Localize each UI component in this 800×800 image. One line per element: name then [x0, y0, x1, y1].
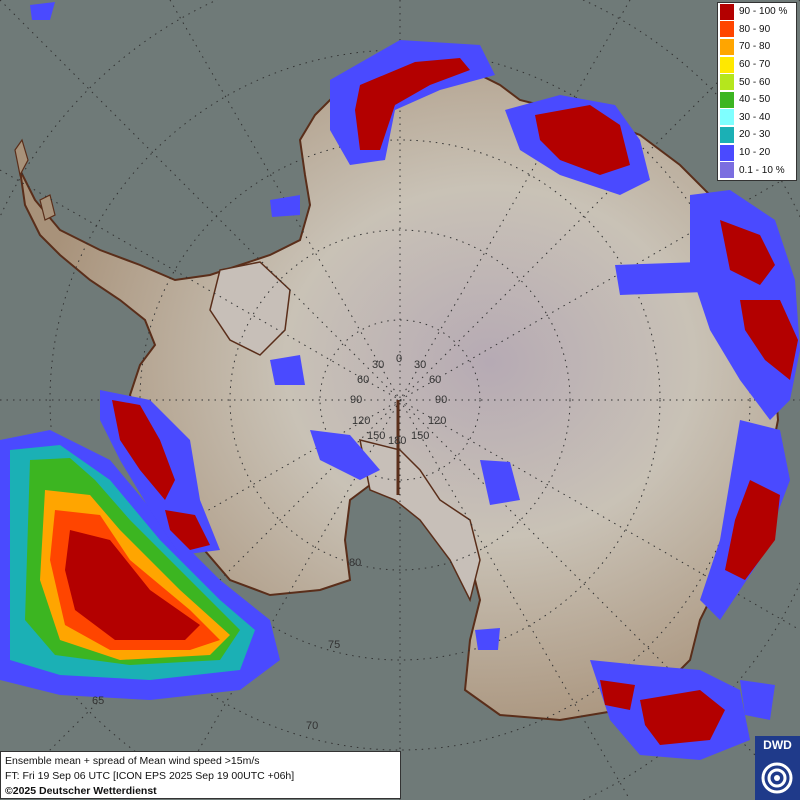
wind-area-peninsula-90b: [165, 510, 210, 550]
dwd-logo: DWD: [755, 736, 800, 800]
legend-label: 60 - 70: [739, 59, 771, 71]
dwd-logo-text: DWD: [763, 738, 792, 752]
lat-label-80: 80: [349, 557, 361, 569]
legend-item: 10 - 20: [718, 144, 796, 162]
peninsula-islands: [14, 138, 56, 221]
legend-label: 20 - 30: [739, 129, 771, 141]
wind-area-small-3: [480, 460, 520, 505]
legend-swatch: [720, 3, 734, 20]
legend-swatch: [720, 126, 734, 143]
wind-area-east-mid-90: [725, 480, 780, 580]
lat-label-75: 75: [328, 639, 340, 651]
lon-label-60w: 60: [357, 374, 369, 386]
legend-swatch: [720, 91, 734, 108]
lat-label-65: 65: [92, 695, 104, 707]
legend-label: 90 - 100 %: [739, 6, 788, 18]
legend-swatch: [720, 162, 734, 179]
legend-item: 70 - 80: [718, 38, 796, 56]
lon-label-150e: 150: [411, 430, 429, 442]
legend-swatch: [720, 56, 734, 73]
legend-item: 0.1 - 10 %: [718, 161, 796, 179]
lat-label-70: 70: [306, 720, 318, 732]
caption-forecast-time: FT: Fri 19 Sep 06 UTC [ICON EPS 2025 Sep…: [5, 770, 295, 782]
lon-label-0: 0: [396, 353, 402, 365]
wind-area-east-90b: [740, 300, 798, 380]
legend-item: 60 - 70: [718, 56, 796, 74]
wind-area-small-1: [270, 355, 305, 385]
wind-area-se-90: [600, 680, 635, 710]
lon-label-60e: 60: [429, 374, 441, 386]
wind-area-weddell-90: [355, 58, 470, 150]
legend-label: 10 - 20: [739, 147, 771, 159]
wind-area-east-90: [720, 220, 775, 285]
legend-label: 70 - 80: [739, 41, 771, 53]
wind-area-atlantic-90: [65, 530, 200, 640]
dwd-swirl-icon: [761, 762, 793, 794]
legend-label: 80 - 90: [739, 23, 771, 35]
wind-area-small-8: [30, 2, 55, 20]
legend-swatch: [720, 38, 734, 55]
legend-item: 20 - 30: [718, 126, 796, 144]
legend-label: 30 - 40: [739, 111, 771, 123]
legend-item: 50 - 60: [718, 73, 796, 91]
caption-copyright: ©2025 Deutscher Wetterdienst: [5, 785, 157, 797]
legend: 90 - 100 % 80 - 90 70 - 80 60 - 70 50 - 60 40…: [717, 2, 797, 181]
lon-label-180: 180: [388, 435, 406, 447]
caption-title: Ensemble mean + spread of Mean wind spee…: [5, 755, 260, 767]
lon-label-150w: 150: [367, 430, 385, 442]
wind-area-small-6: [270, 195, 300, 217]
wind-area-small-7: [740, 680, 775, 720]
legend-swatch: [720, 109, 734, 126]
wind-area-small-2: [310, 430, 380, 480]
wind-area-ne-90: [535, 105, 630, 175]
lon-label-90e: 90: [435, 394, 447, 406]
lon-label-30w: 30: [372, 359, 384, 371]
ross-ice-shelf: [359, 438, 481, 603]
lon-label-120w: 120: [352, 415, 370, 427]
lon-label-30e: 30: [414, 359, 426, 371]
lon-label-90w: 90: [350, 394, 362, 406]
legend-item: 80 - 90: [718, 21, 796, 39]
legend-item: 90 - 100 %: [718, 3, 796, 21]
legend-swatch: [720, 74, 734, 91]
wind-area-small-5: [615, 262, 705, 295]
legend-label: 0.1 - 10 %: [739, 164, 785, 176]
legend-item: 30 - 40: [718, 109, 796, 127]
legend-item: 40 - 50: [718, 91, 796, 109]
weddell-ice-shelf: [209, 261, 291, 356]
legend-label: 50 - 60: [739, 76, 771, 88]
wind-area-se-90b: [640, 690, 725, 745]
legend-label: 40 - 50: [739, 94, 771, 106]
legend-swatch: [720, 144, 734, 161]
wind-area-small-4: [475, 628, 500, 650]
lon-label-120e: 120: [428, 415, 446, 427]
caption-box: Ensemble mean + spread of Mean wind spee…: [0, 751, 401, 799]
wind-areas: [0, 2, 800, 760]
wind-area-peninsula-90: [112, 400, 175, 500]
grid-labels: 0 30 30 60 60 90 90 120 150 120 150 180 …: [92, 353, 447, 732]
legend-swatch: [720, 21, 734, 38]
